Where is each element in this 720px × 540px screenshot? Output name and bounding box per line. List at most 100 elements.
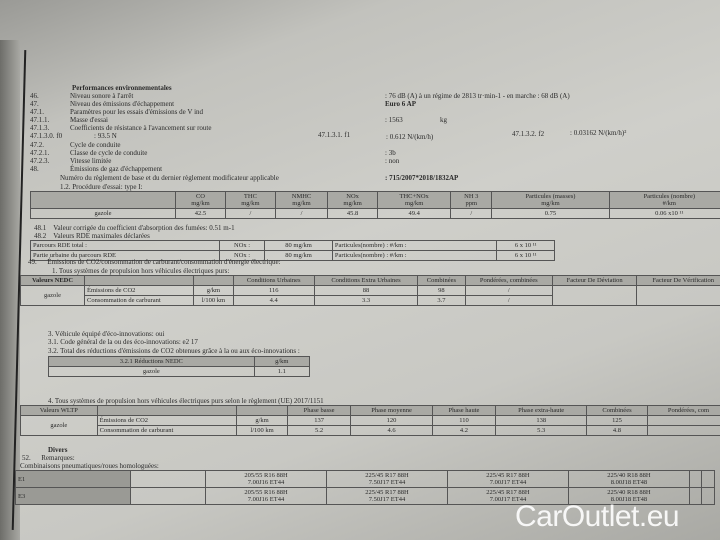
table-cell	[688, 487, 703, 505]
rde-table: Parcours RDE total : NOx :80 mg/km Particu…	[30, 240, 555, 261]
table-cell: NMHC mg/km	[274, 191, 329, 209]
table-cell: Émissions de CO2	[96, 415, 238, 426]
table-cell: Phase basse	[286, 405, 352, 416]
table-cell: 45.8	[327, 208, 379, 219]
item-num: 47.1.1.	[30, 116, 50, 124]
table-cell: 5.2	[286, 425, 352, 436]
table-cell: E3	[15, 487, 131, 505]
item-label: Paramètres pour les essais d'émissions d…	[70, 108, 204, 116]
header: THC+NOx	[399, 193, 429, 200]
item-48-2: 48.2 Valeurs RDE maximales déclarées	[34, 232, 150, 240]
table-cell: 225/45 R17 88H 7.50J17 ET44	[325, 470, 448, 488]
unit: mg/km	[404, 200, 424, 207]
table-cell: Conditions Extra Urbaines	[313, 275, 419, 286]
item-value: : 1563	[385, 116, 403, 124]
item-value: Euro 6 AP	[385, 100, 416, 108]
num: 49.	[28, 258, 37, 266]
unit: mg/km	[292, 200, 311, 207]
text: Remarques:	[41, 454, 75, 462]
rim-size: 7.00J17 ET44	[489, 479, 527, 486]
table-cell: THC mg/km	[224, 191, 276, 209]
table-cell: 3.3	[313, 295, 419, 306]
tire-table: E1 205/55 R16 88H 7.00J16 ET44 225/45 R17 8…	[15, 470, 715, 505]
table-row: gazole Émissions de CO2 g/km 137 120 110 138 12…	[20, 415, 720, 436]
table-cell: 225/45 R17 88H 7.00J17 ET44	[446, 487, 569, 505]
eco-code: 3.1. Code général de la ou des éco-innov…	[48, 338, 198, 346]
table-cell: gazole	[30, 208, 176, 219]
table-cell: Combinées	[417, 275, 466, 286]
table-cell	[636, 285, 720, 306]
table-cell: 225/40 R18 88H 8.00J18 ET48	[567, 487, 690, 505]
table-cell: Particules (nombre) #/km	[608, 191, 720, 209]
table-cell: Consommation de carburant	[84, 295, 195, 306]
table-cell: g/km	[253, 356, 311, 367]
num: 48.2	[34, 232, 47, 240]
table-cell: THC+NOx mg/km	[377, 191, 452, 209]
table-cell	[84, 275, 195, 286]
table-cell: 137	[286, 415, 352, 426]
table-cell: Particules(nombre) : #/km :	[331, 240, 498, 251]
item-value: : 3b	[385, 149, 396, 157]
table-cell: Consommation de carburant	[96, 425, 238, 436]
table-cell: 5.3	[495, 425, 588, 436]
tire-size: 225/45 R17 88H	[365, 489, 409, 496]
table-cell: /	[450, 208, 493, 219]
table-cell: 125	[586, 415, 648, 426]
table-cell: Valeurs NEDC	[19, 275, 86, 286]
unit: #/km	[662, 200, 676, 207]
table-cell	[30, 191, 176, 209]
table-cell: gazole	[20, 415, 98, 436]
item-label: Niveau sonore à l'arrêt	[70, 92, 134, 100]
item-num: 47.2.3.	[30, 157, 50, 165]
table-cell: 1.1	[253, 366, 311, 377]
table-row: Valeurs NEDC Conditions Urbaines Condition…	[19, 275, 720, 286]
header: NH 3	[464, 193, 479, 200]
unit: mg/km	[241, 200, 260, 207]
table-cell: g/km	[236, 415, 288, 426]
table-cell: 4.2	[431, 425, 497, 436]
table-cell: Phase extra-haute	[495, 405, 588, 416]
table-row: 3.2.1 Réductions NEDC g/km	[48, 356, 311, 367]
table-cell: Facteur De Déviation	[551, 275, 638, 286]
eco-innovations: 3. Véhicule équipé d'éco-innovations: ou…	[48, 330, 165, 338]
item-label: Classe de cycle de conduite	[70, 149, 148, 157]
reductions-table: 3.2.1 Réductions NEDC g/km gazole 1.1	[48, 356, 311, 377]
f1-label: 47.1.3.1. f1	[318, 131, 351, 139]
unit: mg/km	[343, 200, 362, 207]
table-cell: NOx mg/km	[327, 191, 379, 209]
f2-label: 47.1.3.2. f2	[512, 130, 545, 138]
table-cell: 120	[350, 415, 433, 426]
table-cell: 4.4	[232, 295, 315, 306]
nedc-title: 1. Tous systèmes de propulsion hors véhi…	[52, 267, 230, 275]
table-cell: 110	[431, 415, 497, 426]
item-label: Niveau des émissions d'échappement	[70, 100, 175, 108]
emissions-table: CO mg/km THC mg/km NMHC mg/km NOx mg/km THC+NOx m…	[30, 191, 720, 219]
table-cell	[701, 470, 715, 488]
rim-size: 7.00J16 ET44	[247, 496, 285, 503]
rim-size: 7.00J16 ET44	[247, 479, 285, 486]
table-cell: 225/45 R17 88H 7.00J17 ET44	[446, 470, 569, 488]
table-cell: 0.75	[491, 208, 610, 219]
table-row: Parcours RDE total : NOx :80 mg/km Particu…	[30, 240, 555, 251]
regulation-label: Numéro du règlement de base et du dernie…	[60, 174, 279, 182]
table-cell: 225/45 R17 88H 7.50J17 ET44	[325, 487, 448, 505]
procedure: 1.2. Procédure d'essai: type I:	[60, 183, 143, 191]
table-cell: Particules(nombre) : #/km :	[331, 250, 498, 261]
text: Valeurs RDE maximales déclarées	[53, 232, 150, 240]
tire-size: 225/45 R17 88H	[365, 472, 409, 479]
header: CO	[195, 193, 205, 200]
tire-size: 225/45 R17 88H	[486, 472, 530, 479]
item-num: 47.1.3.	[30, 124, 50, 132]
wltp-table: Valeurs WLTP Phase basse Phase moyenne Phas…	[20, 405, 720, 436]
table-cell: Parcours RDE total :	[30, 240, 220, 251]
table-cell: 49.4	[377, 208, 452, 219]
table-cell: 42.5	[175, 208, 226, 219]
table-cell: Phase moyenne	[350, 405, 433, 416]
table-cell	[646, 415, 720, 426]
tire-size: 205/55 R16 88H	[244, 472, 288, 479]
table-cell: NH 3 ppm	[450, 191, 493, 209]
table-cell: Combinées	[586, 405, 648, 416]
item-num: 46.	[30, 92, 39, 100]
item-label: Cycle de conduite	[70, 141, 121, 149]
table-cell	[193, 275, 234, 286]
